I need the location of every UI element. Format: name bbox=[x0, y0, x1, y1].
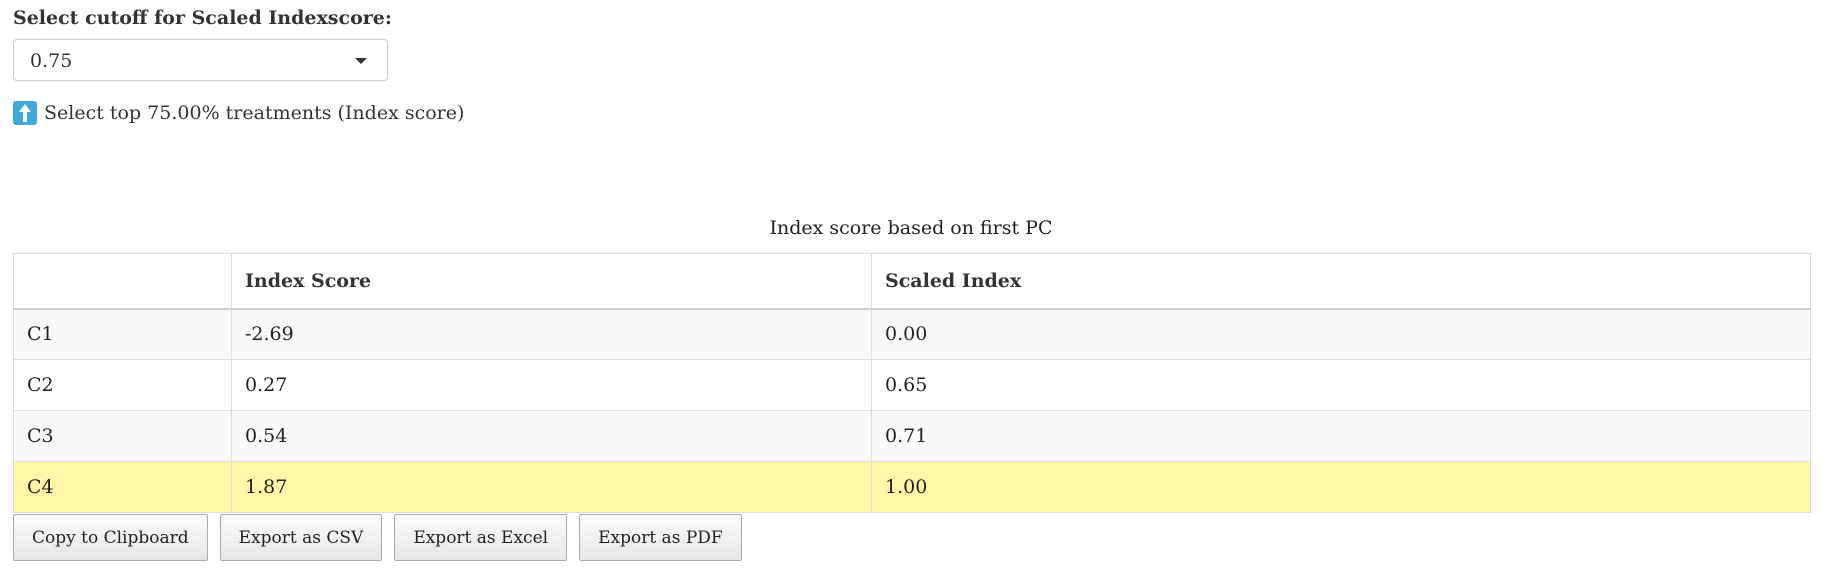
scaled-index-cell: 0.71 bbox=[871, 410, 1811, 462]
index-score-cell: -2.69 bbox=[231, 308, 872, 360]
selection-info: Select top 75.00% treatments (Index scor… bbox=[13, 101, 464, 125]
table-caption: Index score based on first PC bbox=[769, 217, 1053, 239]
scaled-index-cell: 0.65 bbox=[871, 359, 1811, 411]
export-csv-button[interactable]: Export as CSV bbox=[219, 514, 383, 561]
index-score-table: Index Score Scaled Index C1 -2.69 0.00 C… bbox=[13, 253, 1811, 513]
row-name-cell: C4 bbox=[13, 461, 232, 513]
index-score-cell: 1.87 bbox=[231, 461, 872, 513]
export-buttons: Copy to Clipboard Export as CSV Export a… bbox=[13, 514, 742, 561]
table-header-rowname[interactable] bbox=[13, 253, 232, 310]
row-name-cell: C3 bbox=[13, 410, 232, 462]
index-score-cell: 0.27 bbox=[231, 359, 872, 411]
selection-info-text: Select top 75.00% treatments (Index scor… bbox=[44, 102, 465, 124]
caret-down-icon bbox=[355, 58, 367, 64]
table-header-row: Index Score Scaled Index bbox=[13, 253, 1811, 310]
table-row[interactable]: C3 0.54 0.71 bbox=[13, 410, 1811, 462]
cutoff-select[interactable]: 0.75 bbox=[13, 39, 388, 81]
table-row-highlighted[interactable]: C4 1.87 1.00 bbox=[13, 461, 1811, 513]
table-row[interactable]: C2 0.27 0.65 bbox=[13, 359, 1811, 411]
cutoff-select-value: 0.75 bbox=[30, 50, 73, 72]
copy-to-clipboard-button[interactable]: Copy to Clipboard bbox=[13, 514, 208, 561]
export-excel-button[interactable]: Export as Excel bbox=[394, 514, 568, 561]
up-arrow-icon bbox=[13, 101, 37, 125]
row-name-cell: C1 bbox=[13, 308, 232, 360]
index-score-cell: 0.54 bbox=[231, 410, 872, 462]
table-header-scaled-index[interactable]: Scaled Index bbox=[871, 253, 1811, 310]
scaled-index-cell: 1.00 bbox=[871, 461, 1811, 513]
cutoff-label: Select cutoff for Scaled Indexscore: bbox=[13, 7, 392, 29]
table-header-index-score[interactable]: Index Score bbox=[231, 253, 872, 310]
table-row[interactable]: C1 -2.69 0.00 bbox=[13, 308, 1811, 360]
scaled-index-cell: 0.00 bbox=[871, 308, 1811, 360]
row-name-cell: C2 bbox=[13, 359, 232, 411]
export-pdf-button[interactable]: Export as PDF bbox=[579, 514, 742, 561]
